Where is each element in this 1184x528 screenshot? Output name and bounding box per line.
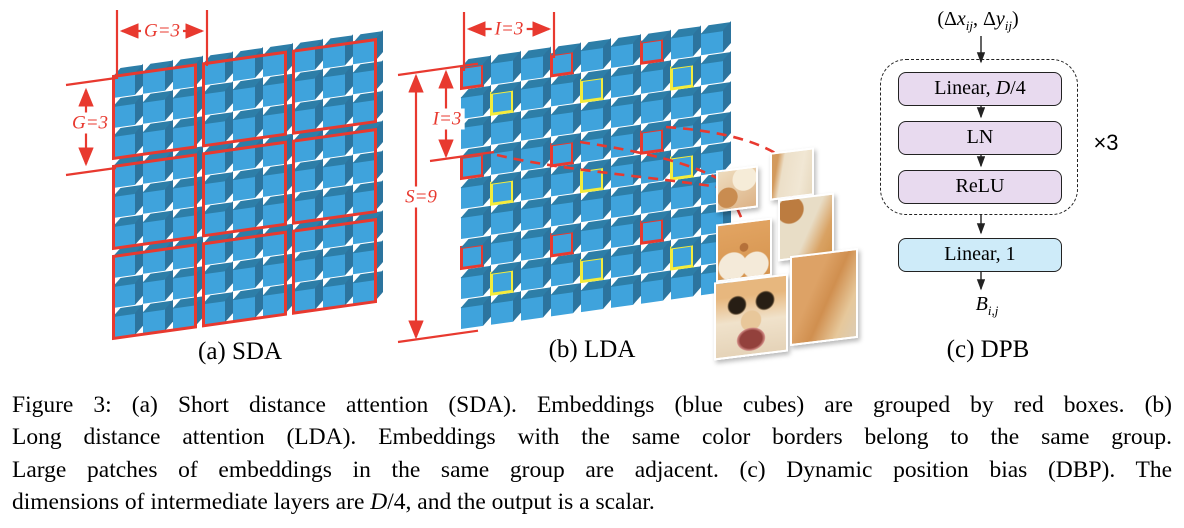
lda-dimension-lines bbox=[397, 12, 556, 344]
dpb-input-close: ) bbox=[1011, 8, 1019, 30]
sda-group-height-label: G=3 bbox=[68, 112, 112, 134]
cat-muzzle-patch-image bbox=[716, 165, 758, 213]
dpb-input-x: x bbox=[956, 8, 966, 30]
panel-b-caption: (b) LDA bbox=[548, 336, 636, 363]
lda-interval-width-label: I=3 bbox=[491, 18, 527, 40]
dpb-block-label: ReLU bbox=[955, 175, 1005, 197]
dpb-input-ysub: ij bbox=[1004, 18, 1012, 33]
sda-group-width-label: G=3 bbox=[140, 20, 184, 42]
dpb-output-sub: i,j bbox=[987, 303, 999, 318]
panel-a-caption: (a) SDA bbox=[197, 338, 283, 365]
cat-body-patch-image bbox=[790, 247, 858, 347]
cat-forehead-patch-image bbox=[770, 147, 814, 201]
dpb-output-label: Bi,j bbox=[976, 293, 999, 319]
caption-line: dimensions of intermediate layers are D/… bbox=[12, 486, 1172, 518]
dpb-block-label-italic: D bbox=[995, 77, 1011, 99]
panel-c-caption: (c) DPB bbox=[946, 336, 1030, 363]
dpb-relu-block: ReLU bbox=[898, 170, 1062, 204]
caption-line4-pre: dimensions of intermediate layers are bbox=[12, 489, 371, 516]
lda-interval-height-label: I=3 bbox=[429, 108, 465, 130]
dpb-input-label: (Δxij, Δyij) bbox=[937, 8, 1018, 34]
dpb-repeat-count-label: ×3 bbox=[1093, 130, 1119, 155]
cat-face-paws-patch-image bbox=[716, 217, 772, 283]
dpb-input-mid: , Δ bbox=[972, 8, 996, 30]
dpb-output-base: B bbox=[975, 293, 988, 315]
dpb-input-xsub: ij bbox=[965, 18, 973, 33]
dpb-block-label: LN bbox=[966, 126, 994, 148]
dpb-input-y: y bbox=[995, 8, 1005, 30]
caption-line: Long distance attention (LDA). Embedding… bbox=[12, 424, 1172, 451]
caption-line: Figure 3: (a) Short distance attention (… bbox=[12, 392, 1172, 418]
dpb-block-label: Linear, 1 bbox=[944, 243, 1016, 265]
cat-wide-eyes-patch-image bbox=[714, 273, 788, 361]
caption-line: Large patches of embeddings in the same … bbox=[12, 456, 1172, 483]
caption-line4-italic: D bbox=[370, 489, 388, 516]
dpb-block-label-post: /4 bbox=[1010, 77, 1026, 99]
dpb-input-open: (Δ bbox=[937, 8, 957, 30]
dpb-layernorm-block: LN bbox=[898, 121, 1062, 155]
dpb-linear-1-block: Linear, 1 bbox=[898, 238, 1062, 272]
sda-dimension-lines bbox=[65, 10, 209, 177]
caption-line4-post: /4, and the output is a scalar. bbox=[387, 489, 655, 516]
dpb-block-label: Linear, bbox=[934, 77, 996, 99]
figure-caption: Figure 3: (a) Short distance attention (… bbox=[12, 389, 1172, 519]
lda-span-label: S=9 bbox=[402, 186, 440, 208]
dpb-linear-d4-block: Linear, D/4 bbox=[898, 72, 1062, 106]
